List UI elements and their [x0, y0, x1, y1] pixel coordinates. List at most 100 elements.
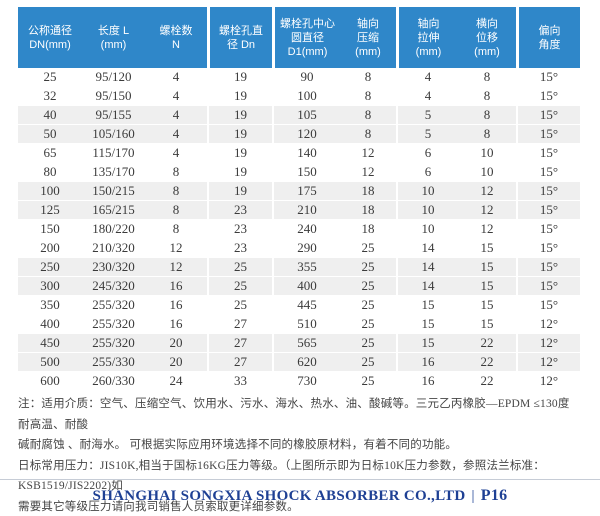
cell-bolt-circle-diameter: 140 [272, 144, 340, 163]
cell-bolt-count: 4 [145, 106, 207, 125]
cell-bolt-hole-diameter: 25 [207, 296, 272, 315]
cell-bolt-hole-diameter: 27 [207, 334, 272, 353]
table-row: 250 230/320 12 25 355 25 14 15 15° [18, 258, 580, 277]
cell-lateral-displacement: 15 [458, 296, 516, 315]
col-header-axial-compression: 轴向 压缩 (mm) [340, 7, 396, 68]
note-line: 日标常用压力：JIS10K,相当于国标16KG压力等级。（上图所示即为日标10K… [18, 459, 545, 493]
table-row: 80 135/170 8 19 150 12 6 10 15° [18, 163, 580, 182]
cell-deflection-angle: 15° [516, 220, 580, 239]
cell-bolt-circle-diameter: 290 [272, 239, 340, 258]
table-row: 600 260/330 24 33 730 25 16 22 12° [18, 372, 580, 391]
cell-bolt-hole-diameter: 19 [207, 87, 272, 106]
cell-lateral-displacement: 8 [458, 68, 516, 87]
cell-axial-extension: 5 [396, 106, 458, 125]
cell-nominal-diameter: 32 [18, 87, 82, 106]
cell-nominal-diameter: 600 [18, 372, 82, 391]
cell-nominal-diameter: 400 [18, 315, 82, 334]
cell-bolt-circle-diameter: 510 [272, 315, 340, 334]
cell-length: 180/220 [82, 220, 145, 239]
table-row: 100 150/215 8 19 175 18 10 12 15° [18, 182, 580, 201]
col-header-axial-extension: 轴向 拉伸 (mm) [396, 7, 458, 68]
cell-axial-compression: 8 [340, 68, 396, 87]
cell-nominal-diameter: 65 [18, 144, 82, 163]
cell-bolt-circle-diameter: 355 [272, 258, 340, 277]
cell-bolt-hole-diameter: 27 [207, 315, 272, 334]
cell-axial-extension: 15 [396, 334, 458, 353]
cell-deflection-angle: 15° [516, 258, 580, 277]
cell-lateral-displacement: 22 [458, 372, 516, 391]
cell-nominal-diameter: 500 [18, 353, 82, 372]
cell-deflection-angle: 15° [516, 87, 580, 106]
table-row: 400 255/320 16 27 510 25 15 15 12° [18, 315, 580, 334]
cell-axial-extension: 16 [396, 353, 458, 372]
table-row: 50 105/160 4 19 120 8 5 8 15° [18, 125, 580, 144]
table-row: 350 255/320 16 25 445 25 15 15 15° [18, 296, 580, 315]
cell-bolt-hole-diameter: 33 [207, 372, 272, 391]
cell-lateral-displacement: 12 [458, 201, 516, 220]
cell-axial-compression: 25 [340, 239, 396, 258]
table-row: 500 255/330 20 27 620 25 16 22 12° [18, 353, 580, 372]
spec-table: 公称通径 DN(mm) 长度 L (mm) 螺栓数 N 螺栓孔直径 Dn 螺栓孔中心 圆直径 D1… [18, 7, 580, 391]
cell-axial-extension: 6 [396, 163, 458, 182]
cell-length: 135/170 [82, 163, 145, 182]
cell-axial-extension: 14 [396, 258, 458, 277]
cell-deflection-angle: 15° [516, 296, 580, 315]
cell-bolt-count: 8 [145, 163, 207, 182]
table-row: 450 255/320 20 27 565 25 15 22 12° [18, 334, 580, 353]
cell-deflection-angle: 15° [516, 125, 580, 144]
cell-deflection-angle: 12° [516, 334, 580, 353]
cell-bolt-hole-diameter: 19 [207, 125, 272, 144]
table-row: 65 115/170 4 19 140 12 6 10 15° [18, 144, 580, 163]
table-row: 40 95/155 4 19 105 8 5 8 15° [18, 106, 580, 125]
cell-axial-compression: 8 [340, 106, 396, 125]
cell-bolt-circle-diameter: 620 [272, 353, 340, 372]
cell-lateral-displacement: 22 [458, 353, 516, 372]
cell-bolt-count: 16 [145, 315, 207, 334]
cell-length: 230/320 [82, 258, 145, 277]
cell-axial-extension: 4 [396, 87, 458, 106]
cell-length: 255/320 [82, 334, 145, 353]
table-row: 150 180/220 8 23 240 18 10 12 15° [18, 220, 580, 239]
cell-bolt-count: 4 [145, 87, 207, 106]
cell-lateral-displacement: 15 [458, 315, 516, 334]
cell-deflection-angle: 15° [516, 68, 580, 87]
cell-axial-compression: 25 [340, 372, 396, 391]
cell-bolt-circle-diameter: 400 [272, 277, 340, 296]
cell-deflection-angle: 15° [516, 277, 580, 296]
notes: 注：适用介质：空气、压缩空气、饮用水、污水、海水、热水、油、酸碱等。三元乙丙橡胶… [18, 394, 584, 516]
cell-bolt-hole-diameter: 19 [207, 182, 272, 201]
cell-lateral-displacement: 10 [458, 163, 516, 182]
cell-bolt-circle-diameter: 150 [272, 163, 340, 182]
cell-bolt-count: 24 [145, 372, 207, 391]
cell-axial-extension: 4 [396, 68, 458, 87]
cell-nominal-diameter: 450 [18, 334, 82, 353]
cell-lateral-displacement: 8 [458, 87, 516, 106]
cell-deflection-angle: 15° [516, 201, 580, 220]
cell-axial-extension: 10 [396, 220, 458, 239]
cell-bolt-count: 8 [145, 182, 207, 201]
cell-length: 165/215 [82, 201, 145, 220]
cell-bolt-circle-diameter: 730 [272, 372, 340, 391]
col-header-lateral-displacement: 横向 位移 (mm) [458, 7, 516, 68]
cell-lateral-displacement: 15 [458, 258, 516, 277]
cell-lateral-displacement: 8 [458, 125, 516, 144]
cell-lateral-displacement: 15 [458, 239, 516, 258]
page-footer: SHANGHAI SONGXIA SHOCK ABSORBER CO.,LTD |… [0, 479, 600, 516]
cell-bolt-count: 8 [145, 220, 207, 239]
cell-axial-compression: 12 [340, 163, 396, 182]
note-line: 需要其它等级压力请向我司销售人员索取更详细参数。 [18, 500, 299, 513]
note-line: 碱耐腐蚀 、耐海水。 可根据实际应用环境选择不同的橡胶原材料，有着不同的功能。 [18, 439, 458, 451]
cell-length: 255/320 [82, 296, 145, 315]
cell-length: 255/320 [82, 315, 145, 334]
cell-nominal-diameter: 200 [18, 239, 82, 258]
cell-length: 115/170 [82, 144, 145, 163]
cell-nominal-diameter: 80 [18, 163, 82, 182]
cell-axial-compression: 12 [340, 144, 396, 163]
cell-nominal-diameter: 300 [18, 277, 82, 296]
company-name: SHANGHAI SONGXIA SHOCK ABSORBER CO.,LTD [92, 488, 466, 504]
cell-deflection-angle: 15° [516, 106, 580, 125]
col-header-bolt-circle-diameter: 螺栓孔中心 圆直径 D1(mm) [272, 7, 340, 68]
cell-bolt-count: 16 [145, 277, 207, 296]
cell-axial-extension: 10 [396, 182, 458, 201]
